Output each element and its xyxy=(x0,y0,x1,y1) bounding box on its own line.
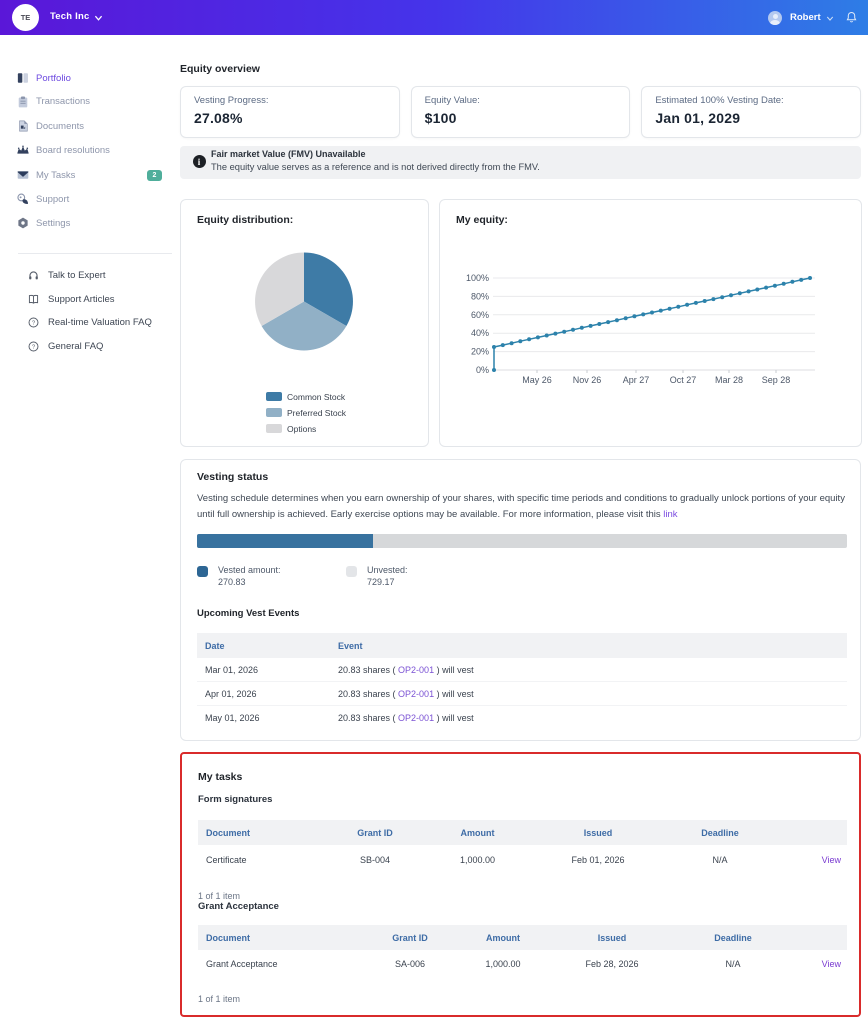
svg-text:May 26: May 26 xyxy=(522,375,552,385)
svg-text:?: ? xyxy=(32,344,36,350)
svg-text:100%: 100% xyxy=(466,273,489,283)
svg-text:Preferred Stock: Preferred Stock xyxy=(287,408,347,418)
svg-text:60%: 60% xyxy=(471,310,489,320)
svg-text:Nov 26: Nov 26 xyxy=(573,375,602,385)
svg-text:Sep 28: Sep 28 xyxy=(762,375,791,385)
svg-text:Mar 28: Mar 28 xyxy=(715,375,743,385)
svg-text:80%: 80% xyxy=(471,291,489,301)
svg-text:Common Stock: Common Stock xyxy=(287,392,346,402)
svg-text:Oct 27: Oct 27 xyxy=(670,375,697,385)
svg-text:40%: 40% xyxy=(471,328,489,338)
svg-text:20%: 20% xyxy=(471,347,489,357)
svg-text:Apr 27: Apr 27 xyxy=(623,375,650,385)
svg-text:?: ? xyxy=(32,321,36,327)
svg-text:0%: 0% xyxy=(476,365,489,375)
svg-text:Options: Options xyxy=(287,424,316,434)
